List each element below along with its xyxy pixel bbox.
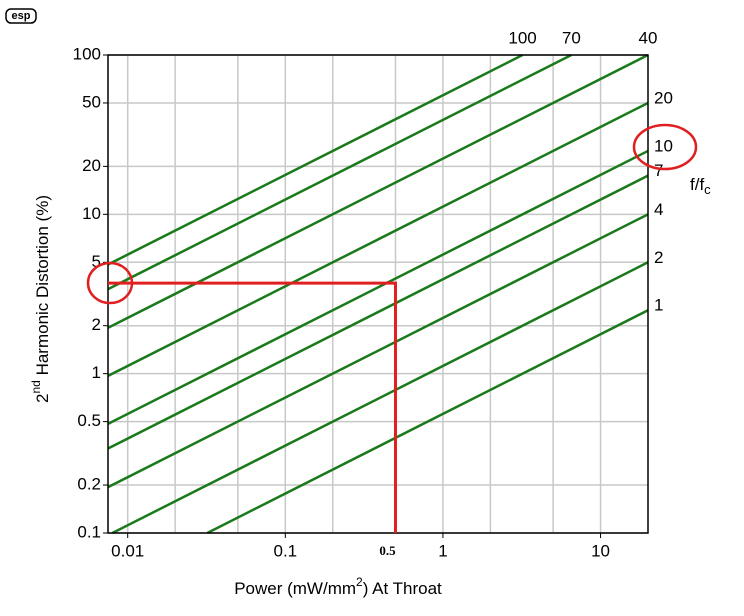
series-line <box>107 101 649 378</box>
series-label: 2 <box>654 248 663 267</box>
series-line <box>107 213 649 489</box>
y-label-sup: nd <box>29 380 43 393</box>
series-label: 40 <box>639 28 658 47</box>
x-label-sup: 2 <box>356 575 363 589</box>
series-line <box>206 309 649 535</box>
y-tick-label: 50 <box>82 92 101 111</box>
series-label: 7 <box>654 161 663 180</box>
series-label: 10 <box>654 136 673 155</box>
x-tick-label: 1 <box>438 541 447 560</box>
x-tick-label: 10 <box>591 541 610 560</box>
legend-title-sub: c <box>704 182 711 197</box>
series-line <box>107 149 649 425</box>
y-tick-label: 0.2 <box>77 475 101 494</box>
y-label-part: 2 <box>33 394 52 403</box>
y-tick-label: 1 <box>92 363 101 382</box>
series-line <box>111 261 649 535</box>
series-label: 100 <box>508 28 536 47</box>
highlight-circle <box>632 123 698 171</box>
y-tick-label: 0.1 <box>77 522 101 541</box>
x-tick-label: 0.01 <box>111 541 144 560</box>
series-line <box>107 53 524 266</box>
series-label: 1 <box>654 296 663 315</box>
y-tick-label: 10 <box>82 204 101 223</box>
x-label-part: Power (mW/mm <box>234 579 356 598</box>
y-tick-label: 20 <box>82 156 101 175</box>
highlight-circle <box>86 261 134 305</box>
x-tick-label: 0.1 <box>273 541 297 560</box>
x-axis-label: Power (mW/mm2) At Throat <box>234 575 442 598</box>
series-label: 4 <box>654 200 663 219</box>
legend-title: f/fc <box>690 175 711 197</box>
y-axis-label: 2nd Harmonic Distortion (%) <box>29 195 52 403</box>
y-tick-label: 5 <box>92 252 101 271</box>
logo: esp <box>12 10 31 22</box>
plot-frame <box>107 54 649 534</box>
y-tick-label: 2 <box>92 315 101 334</box>
legend-title-main: f/f <box>690 175 704 194</box>
annotation-label: 0.5 <box>379 543 396 558</box>
x-label-part: ) At Throat <box>363 579 442 598</box>
series-line <box>107 174 649 450</box>
series-label: 20 <box>654 88 673 107</box>
y-label-part: Harmonic Distortion (%) <box>33 195 52 380</box>
y-tick-label: 0.5 <box>77 411 101 430</box>
series-line <box>107 53 572 291</box>
annotation-line <box>108 281 397 533</box>
y-tick-label: 100 <box>73 44 101 63</box>
series-label: 70 <box>562 28 581 47</box>
logo-box <box>5 8 37 24</box>
